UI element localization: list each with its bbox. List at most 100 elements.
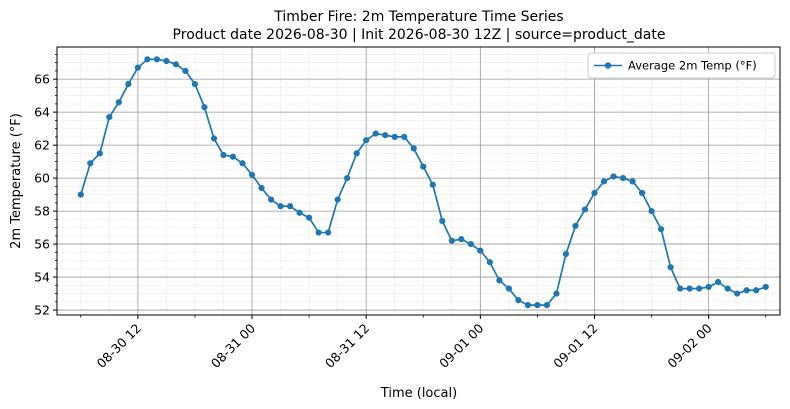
data-point <box>638 189 646 197</box>
data-point <box>210 135 218 142</box>
data-point <box>591 189 598 197</box>
data-point <box>715 278 722 286</box>
data-point <box>724 285 731 292</box>
data-point <box>467 240 474 248</box>
data-point <box>562 250 570 258</box>
data-point <box>372 130 379 137</box>
data-point <box>600 178 608 185</box>
data-point <box>239 160 246 167</box>
data-point <box>201 104 208 111</box>
data-point <box>182 67 189 75</box>
data-point <box>705 283 712 291</box>
legend-label: Average 2m Temp (°F) <box>628 59 757 73</box>
data-point <box>382 132 389 139</box>
data-point <box>648 208 655 215</box>
data-point <box>657 226 665 233</box>
data-point <box>743 287 750 294</box>
data-point <box>410 145 417 152</box>
tick-labels: 52 54 56 58 60 62 64 66 08-30 12 08-31 00 08-31 12… <box>34 72 715 371</box>
data-point <box>353 150 360 157</box>
data-point <box>610 173 617 180</box>
y-tick-label: 52 <box>34 303 50 318</box>
legend-box <box>587 52 776 79</box>
data-point <box>277 203 284 210</box>
y-tick-label: 56 <box>34 237 50 252</box>
data-point <box>439 217 446 225</box>
data-point <box>286 203 294 210</box>
grid <box>57 47 780 315</box>
y-tick-label: 66 <box>34 72 50 87</box>
data-point <box>515 297 522 304</box>
series-layer <box>77 56 769 309</box>
axes <box>53 46 781 319</box>
data-point <box>762 283 769 291</box>
data-point <box>629 178 636 185</box>
data-point <box>448 237 455 244</box>
x-tick-label: 08-31 00 <box>208 320 258 370</box>
data-point <box>125 81 132 88</box>
data-point <box>753 287 760 294</box>
chart-title-line2: Product date 2026-08-30 | Init 2026-08-3… <box>173 27 666 43</box>
data-point <box>325 229 332 236</box>
data-point <box>677 285 684 292</box>
data-point <box>77 191 84 198</box>
x-tick-label: 08-30 12 <box>94 321 144 371</box>
plot-frame <box>56 46 781 316</box>
data-point <box>420 163 427 170</box>
data-point <box>572 222 579 230</box>
y-tick-label: 54 <box>34 270 50 285</box>
data-point <box>134 64 141 71</box>
data-point <box>524 302 532 309</box>
data-point <box>505 285 512 292</box>
data-point <box>363 137 370 144</box>
data-point <box>267 196 275 203</box>
data-point <box>734 290 741 297</box>
x-tick-label: 09-02 00 <box>664 320 714 370</box>
data-point <box>315 229 322 236</box>
data-point <box>96 150 103 157</box>
data-point <box>543 302 551 309</box>
data-point <box>153 56 160 63</box>
y-tick-label: 60 <box>34 171 50 186</box>
data-point <box>391 133 398 140</box>
chart-title-line1: Timber Fire: 2m Temperature Time Series <box>273 9 563 25</box>
legend-point-marker <box>604 62 612 69</box>
data-point <box>87 160 94 167</box>
legend: Average 2m Temp (°F) <box>587 52 776 79</box>
data-point <box>229 153 237 160</box>
data-point <box>172 61 180 68</box>
data-point <box>306 214 313 221</box>
x-tick-label: 08-31 12 <box>322 321 372 371</box>
data-point <box>486 259 493 266</box>
data-point <box>248 171 256 178</box>
data-point <box>553 290 560 297</box>
y-tick-label: 58 <box>34 204 50 219</box>
data-point <box>220 151 227 159</box>
data-point <box>686 285 693 292</box>
x-axis-label: Time (local) <box>380 386 457 401</box>
y-tick-label: 62 <box>34 138 50 153</box>
data-point <box>581 206 589 213</box>
data-point <box>296 209 303 216</box>
data-point <box>106 113 113 121</box>
y-tick-label: 64 <box>34 105 50 120</box>
data-point <box>401 133 408 140</box>
data-point <box>458 236 465 243</box>
data-point <box>334 196 341 203</box>
data-point <box>619 175 627 182</box>
data-point <box>115 99 122 106</box>
data-point <box>344 175 351 182</box>
data-point <box>477 247 484 254</box>
data-point <box>191 81 199 88</box>
y-axis-label: 2m Temperature (°F) <box>9 113 24 249</box>
data-point <box>496 277 503 284</box>
data-point <box>163 57 170 65</box>
data-point <box>258 184 265 192</box>
data-point <box>696 285 703 292</box>
data-point <box>667 264 674 271</box>
data-point <box>144 56 151 63</box>
x-tick-label: 09-01 00 <box>436 320 486 370</box>
x-tick-label: 09-01 12 <box>550 321 600 371</box>
data-point <box>429 181 436 188</box>
